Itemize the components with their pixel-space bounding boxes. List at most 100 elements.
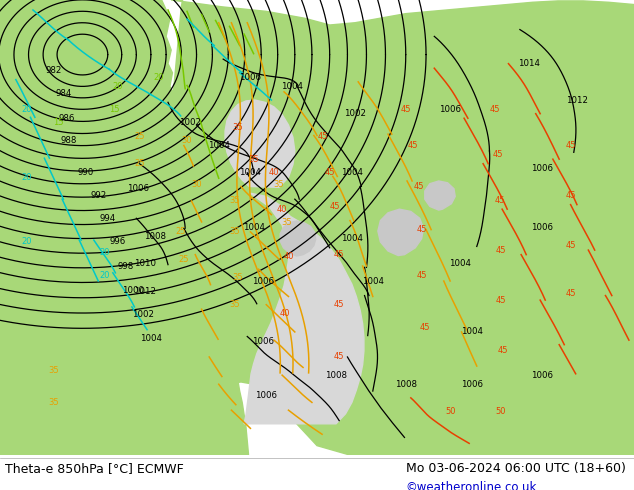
Polygon shape — [162, 0, 634, 455]
Text: 45: 45 — [413, 182, 424, 191]
Text: 984: 984 — [55, 89, 72, 98]
Text: 1006: 1006 — [531, 223, 553, 232]
Text: 45: 45 — [318, 132, 328, 141]
Text: 20: 20 — [100, 270, 110, 280]
Text: 35: 35 — [230, 196, 240, 205]
Text: 1004: 1004 — [281, 82, 302, 91]
Text: 25: 25 — [134, 132, 145, 141]
Text: 45: 45 — [330, 202, 340, 211]
Text: 40: 40 — [283, 252, 294, 262]
Text: 1014: 1014 — [519, 59, 540, 68]
Text: 15: 15 — [53, 118, 63, 127]
Text: 35: 35 — [230, 227, 240, 236]
Text: 30: 30 — [182, 136, 192, 146]
Text: 25: 25 — [176, 227, 186, 236]
Polygon shape — [244, 193, 364, 424]
Polygon shape — [225, 100, 295, 187]
Text: 982: 982 — [46, 66, 62, 75]
Text: 35: 35 — [281, 219, 292, 227]
Text: 45: 45 — [417, 225, 427, 234]
Polygon shape — [280, 221, 316, 256]
Text: 30: 30 — [191, 180, 202, 189]
Text: 1006: 1006 — [127, 184, 149, 193]
Text: 1008: 1008 — [325, 370, 347, 380]
Text: 1004: 1004 — [140, 334, 162, 343]
Text: 45: 45 — [495, 196, 505, 205]
Text: 1004: 1004 — [449, 259, 470, 268]
Text: 15: 15 — [109, 105, 119, 114]
Text: 1002: 1002 — [179, 118, 201, 127]
Text: 35: 35 — [49, 398, 59, 407]
Text: 45: 45 — [334, 300, 344, 309]
Text: 998: 998 — [117, 262, 134, 270]
Text: 996: 996 — [109, 238, 126, 246]
Text: 35: 35 — [233, 123, 243, 132]
Text: 45: 45 — [496, 295, 506, 305]
Text: 1004: 1004 — [240, 168, 261, 177]
Text: 1012: 1012 — [134, 287, 155, 295]
Text: 45: 45 — [401, 105, 411, 114]
Text: 1002: 1002 — [344, 109, 366, 118]
Text: 1006: 1006 — [531, 370, 553, 380]
Text: 1006: 1006 — [439, 105, 461, 114]
Text: 1006: 1006 — [462, 380, 483, 389]
Text: 45: 45 — [566, 241, 576, 250]
Text: 988: 988 — [60, 136, 77, 146]
Text: 1008: 1008 — [145, 232, 166, 241]
Text: 1000: 1000 — [122, 286, 144, 294]
Text: 986: 986 — [58, 114, 75, 122]
Text: 45: 45 — [325, 168, 335, 177]
Text: 20: 20 — [100, 248, 110, 257]
Text: 20: 20 — [153, 73, 164, 82]
Text: Mo 03-06-2024 06:00 UTC (18+60): Mo 03-06-2024 06:00 UTC (18+60) — [406, 463, 626, 475]
Text: 40: 40 — [277, 205, 287, 214]
Text: 1004: 1004 — [362, 277, 384, 287]
Text: 1006: 1006 — [252, 277, 274, 287]
Text: 1006: 1006 — [240, 73, 261, 82]
Text: 45: 45 — [566, 141, 576, 150]
Text: ©weatheronline.co.uk: ©weatheronline.co.uk — [406, 481, 537, 490]
Text: 25: 25 — [179, 255, 189, 264]
Text: 45: 45 — [566, 191, 576, 200]
Text: 1004: 1004 — [462, 327, 483, 337]
Text: 40: 40 — [269, 168, 279, 177]
Text: 45: 45 — [498, 345, 508, 355]
Text: 45: 45 — [420, 323, 430, 332]
Text: 1008: 1008 — [395, 380, 417, 389]
Text: 1002: 1002 — [132, 310, 153, 319]
Text: 35: 35 — [249, 155, 259, 164]
Text: 1006: 1006 — [256, 391, 277, 400]
Text: 20: 20 — [22, 237, 32, 245]
Polygon shape — [425, 181, 455, 210]
Text: 992: 992 — [90, 191, 107, 200]
Text: 45: 45 — [566, 289, 576, 298]
Text: 990: 990 — [77, 168, 94, 177]
Text: 1004: 1004 — [208, 141, 230, 150]
Text: 1004: 1004 — [341, 234, 363, 243]
Text: 20: 20 — [22, 105, 32, 114]
Text: 45: 45 — [417, 270, 427, 280]
Text: 50: 50 — [445, 407, 455, 416]
Text: 25: 25 — [134, 159, 145, 168]
Text: Theta-e 850hPa [°C] ECMWF: Theta-e 850hPa [°C] ECMWF — [5, 463, 184, 475]
Text: 45: 45 — [496, 245, 506, 255]
Text: 45: 45 — [489, 105, 500, 114]
Text: 1006: 1006 — [531, 164, 553, 173]
Text: 35: 35 — [233, 273, 243, 282]
Polygon shape — [378, 209, 424, 256]
Polygon shape — [0, 0, 249, 455]
Text: 35: 35 — [274, 180, 284, 189]
Text: 40: 40 — [280, 309, 290, 318]
Text: 35: 35 — [49, 366, 59, 375]
Text: 35: 35 — [230, 300, 240, 309]
Text: 1006: 1006 — [252, 337, 274, 345]
Text: 1010: 1010 — [134, 259, 155, 268]
Text: 45: 45 — [334, 352, 344, 362]
Text: 50: 50 — [496, 407, 506, 416]
Text: 20: 20 — [112, 82, 122, 91]
Text: 45: 45 — [408, 141, 418, 150]
Text: 45: 45 — [334, 250, 344, 259]
Text: 1004: 1004 — [243, 223, 264, 232]
Text: 1012: 1012 — [566, 96, 588, 104]
Text: 1004: 1004 — [341, 168, 363, 177]
